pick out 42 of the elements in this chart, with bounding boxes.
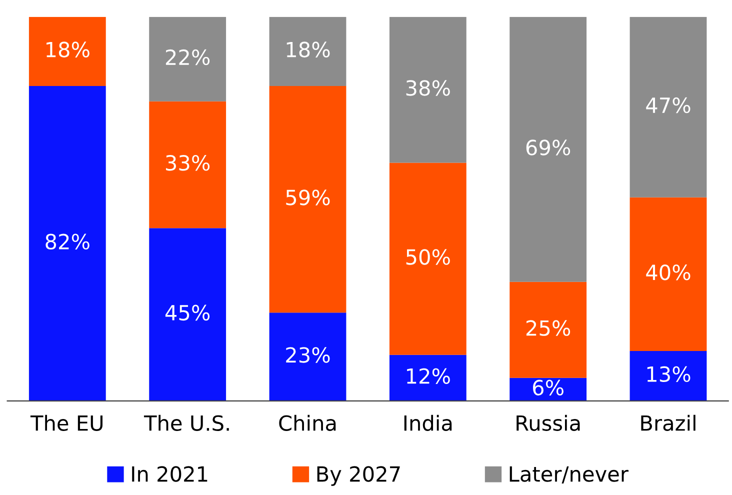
- data-label: 40%: [646, 264, 690, 280]
- data-label: 6%: [533, 380, 564, 396]
- bar: [389, 16, 466, 163]
- bar: [630, 351, 707, 401]
- bar: [28, 16, 106, 86]
- data-label: 33%: [166, 155, 210, 171]
- data-label: 69%: [526, 140, 570, 156]
- legend-label: By 2027: [317, 466, 400, 486]
- data-label: 50%: [406, 249, 450, 265]
- legend-label: Later/never: [510, 466, 629, 484]
- data-label: 82%: [46, 234, 90, 250]
- bar: [389, 162, 466, 355]
- bar: [630, 16, 707, 198]
- data-label: 25%: [526, 320, 570, 336]
- data-label: 13%: [647, 366, 690, 382]
- legend-label: In 2021: [132, 466, 208, 482]
- bar: [149, 101, 226, 228]
- x-tick-label: Russia: [516, 414, 580, 431]
- bar: [269, 86, 346, 313]
- x-tick-label: India: [404, 414, 452, 431]
- bar: [149, 228, 226, 401]
- data-label: 47%: [646, 97, 690, 114]
- data-label: 12%: [407, 368, 450, 384]
- data-label: 22%: [166, 49, 210, 66]
- bar: [269, 16, 346, 86]
- data-label: 18%: [286, 42, 330, 58]
- bar: [149, 16, 226, 102]
- bar: [269, 312, 346, 401]
- data-label: 23%: [286, 347, 330, 363]
- data-label: 45%: [165, 304, 210, 321]
- x-tick-label: China: [279, 414, 336, 431]
- bar: [510, 282, 587, 378]
- bar: [630, 197, 707, 352]
- x-tick-label: Brazil: [641, 414, 696, 431]
- bar: [28, 86, 106, 401]
- data-label: 38%: [406, 80, 450, 96]
- x-tick-label: The U.S.: [144, 414, 229, 431]
- bar: [389, 354, 466, 401]
- bar: [510, 16, 587, 282]
- x-tick-label: The EU: [30, 414, 102, 431]
- data-label: 59%: [286, 190, 330, 206]
- data-label: 18%: [46, 42, 90, 58]
